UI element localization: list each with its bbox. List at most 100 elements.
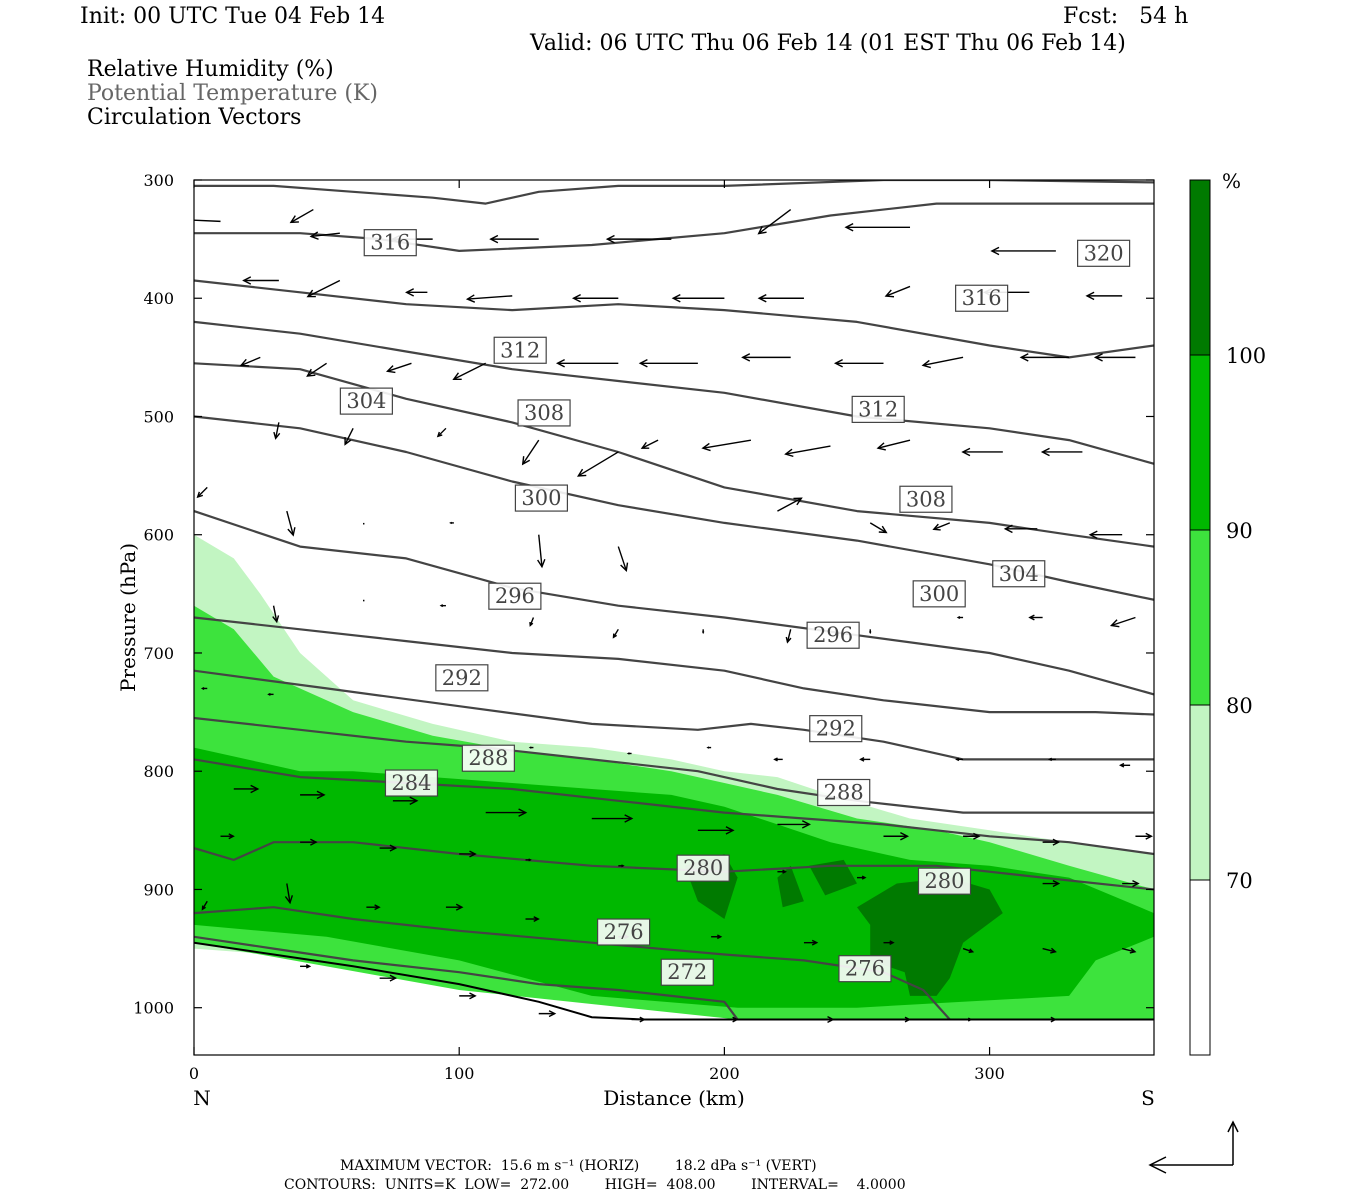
contour-label: 304 <box>339 387 393 415</box>
circulation-vector <box>555 359 619 368</box>
svg-text:276: 276 <box>604 920 644 944</box>
svg-text:308: 308 <box>524 401 564 425</box>
circulation-vector <box>445 903 464 911</box>
circulation-vector <box>671 293 725 303</box>
circulation-vector <box>962 947 975 954</box>
colorbar-tick-label: 90 <box>1226 519 1253 543</box>
circulation-vector <box>697 826 735 835</box>
legend-potential-temperature: Potential Temperature (K) <box>87 81 378 106</box>
x-axis-label: Distance (km) <box>603 1086 745 1110</box>
circulation-vector <box>344 427 354 446</box>
circulation-vector <box>385 362 412 374</box>
circulation-vector <box>1028 614 1043 621</box>
circulation-vector <box>961 447 1003 457</box>
circulation-vector <box>701 439 752 452</box>
circulation-vector <box>1093 353 1136 362</box>
svg-text:284: 284 <box>391 771 431 795</box>
circulation-vector <box>785 629 792 644</box>
theta-contour-312 <box>194 320 1154 465</box>
circulation-vector <box>529 617 535 627</box>
circulation-vector <box>196 486 208 499</box>
circulation-vector <box>921 356 964 369</box>
contour-label: 300 <box>514 484 569 512</box>
circulation-vector <box>489 234 539 244</box>
circulation-vector <box>200 686 208 690</box>
theta-contour-296 <box>194 616 1154 716</box>
circulation-vector <box>392 796 419 806</box>
colorbar-swatch <box>1190 880 1210 1055</box>
circulation-vector <box>757 293 804 303</box>
circulation-vector <box>833 359 884 368</box>
circulation-vector <box>640 439 659 449</box>
svg-text:308: 308 <box>906 487 946 511</box>
circulation-vector <box>525 916 540 922</box>
x-tick-label: 100 <box>444 1064 475 1083</box>
circulation-vector <box>485 808 528 817</box>
y-tick-label: 900 <box>143 880 174 899</box>
svg-text:312: 312 <box>500 338 540 362</box>
circulation-vector <box>273 422 281 440</box>
circulation-vector <box>955 757 964 762</box>
circulation-vector <box>300 838 318 846</box>
svg-text:304: 304 <box>346 389 386 413</box>
contour-label: 316 <box>955 284 1009 312</box>
svg-text:312: 312 <box>858 397 898 421</box>
circulation-vector <box>612 628 619 639</box>
svg-text:320: 320 <box>1084 241 1124 265</box>
contour-label: 296 <box>488 582 542 610</box>
circulation-vector <box>883 831 910 841</box>
circulation-vector <box>956 616 964 619</box>
circulation-vector <box>896 1016 912 1023</box>
svg-text:280: 280 <box>924 869 964 893</box>
svg-text:288: 288 <box>468 746 508 770</box>
theta-contour-276 <box>194 906 951 1021</box>
circulation-vector <box>817 1015 835 1024</box>
theta-contour-300 <box>194 510 1154 696</box>
rh-shade-100-patch-3 <box>809 859 857 896</box>
colorbar-tick-label: 70 <box>1226 869 1253 893</box>
svg-text:272: 272 <box>667 960 707 984</box>
svg-text:296: 296 <box>495 584 535 608</box>
circulation-vector <box>617 546 629 573</box>
circulation-vector <box>803 939 819 946</box>
circulation-vector <box>576 451 619 477</box>
svg-text:300: 300 <box>521 486 561 510</box>
circulation-vector <box>631 1016 646 1023</box>
circulation-vector <box>605 234 672 244</box>
circulation-vector <box>844 223 911 232</box>
circulation-vector <box>859 757 871 762</box>
theta-contour-324 <box>194 180 1154 205</box>
y-tick-label: 300 <box>143 171 174 190</box>
plot-frame <box>193 179 1155 1056</box>
circulation-vector <box>1118 762 1131 768</box>
x-tick-label: 200 <box>709 1064 740 1083</box>
circulation-vector <box>883 940 895 946</box>
circulation-vector <box>856 875 867 880</box>
colorbar-swatch <box>1190 355 1210 530</box>
circulation-vector <box>1047 757 1056 762</box>
circulation-vector <box>571 293 619 303</box>
circulation-vector <box>300 790 326 800</box>
theta-contour-272 <box>194 935 739 1021</box>
x-end-label-left: N <box>193 1086 211 1110</box>
contour-label: 312 <box>851 395 905 423</box>
contour-label: 312 <box>493 336 547 364</box>
circulation-vector <box>932 522 951 531</box>
x-tick-label: 300 <box>974 1064 1005 1083</box>
y-tick-label: 700 <box>143 644 174 663</box>
colorbar-tick-label: 80 <box>1226 694 1253 718</box>
forecast-hour: Fcst: 54 h <box>1063 4 1189 29</box>
circulation-vector <box>638 359 698 368</box>
svg-text:304: 304 <box>999 562 1039 586</box>
circulation-vector <box>777 497 803 512</box>
init-time: Init: 00 UTC Tue 04 Feb 14 <box>80 4 386 29</box>
circulation-vector <box>773 757 783 762</box>
circulation-vector <box>242 276 279 285</box>
circulation-vector <box>239 356 261 367</box>
contour-label: 280 <box>676 854 730 882</box>
circulation-vector <box>1042 880 1061 888</box>
contour-label: 300 <box>912 580 966 608</box>
circulation-vector <box>233 784 260 794</box>
theta-contour-288 <box>194 716 1154 814</box>
contour-label: 296 <box>806 621 860 649</box>
